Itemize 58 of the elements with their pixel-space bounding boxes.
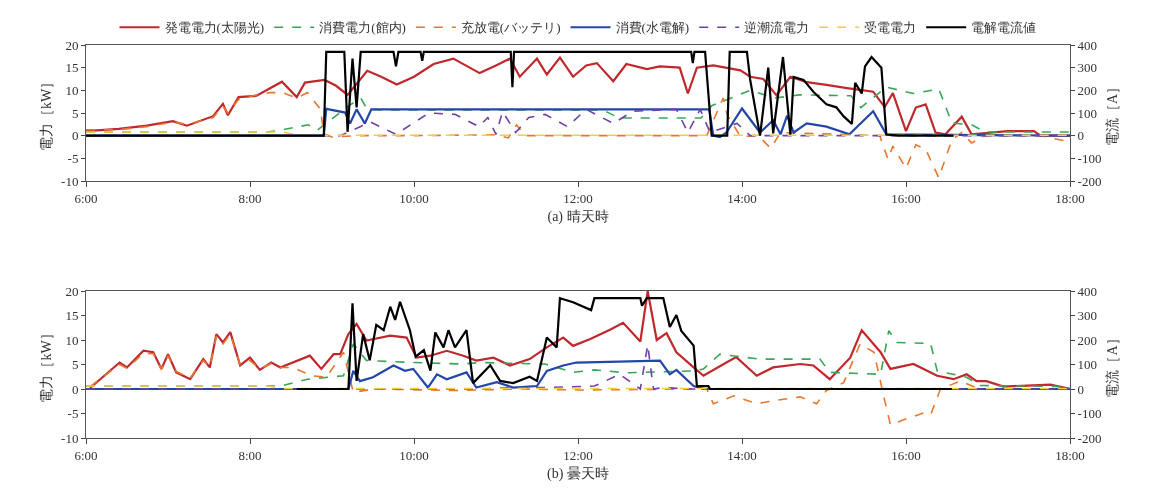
legend-label: 消費(水電解): [615, 20, 690, 36]
legend-label: 電解電流値: [971, 20, 1037, 36]
x-tick-label: 14:00: [727, 190, 757, 206]
x-tick-label: 10:00: [399, 190, 429, 206]
x-tick-label: 10:00: [399, 447, 429, 463]
x-tick-label: 16:00: [891, 190, 921, 206]
y2-tick-label: 100: [1077, 357, 1098, 373]
y2-tick-label: 300: [1077, 60, 1098, 76]
x-tick-label: 8:00: [238, 190, 262, 206]
y2-axis-title: 電流［A］: [1104, 79, 1120, 147]
y2-tick-label: -200: [1077, 430, 1102, 446]
y2-tick-label: -100: [1077, 406, 1102, 422]
y2-tick-label: 200: [1077, 332, 1098, 348]
legend-label: 受電電力: [864, 20, 917, 36]
y2-tick-label: 0: [1077, 128, 1085, 144]
x-axis-title: (b) 曇天時: [547, 465, 609, 482]
y-tick-label: 10: [65, 82, 79, 98]
y-tick-label: 0: [71, 128, 79, 144]
x-tick-label: 18:00: [1055, 447, 1085, 463]
x-tick-label: 6:00: [74, 447, 98, 463]
y-tick-label: 5: [71, 105, 79, 121]
y-tick-label: 15: [65, 308, 79, 324]
line-series: [295, 297, 954, 391]
x-tick-label: 16:00: [891, 447, 921, 463]
y-tick-label: 20: [65, 37, 79, 53]
y2-tick-label: 200: [1077, 82, 1098, 98]
x-tick-label: 12:00: [563, 190, 593, 206]
x-tick-label: 8:00: [238, 447, 262, 463]
y2-tick-label: 300: [1077, 308, 1098, 324]
y2-tick-label: 0: [1077, 381, 1085, 397]
y-tick-label: 20: [65, 283, 79, 299]
x-tick-label: 14:00: [727, 447, 757, 463]
y-tick-label: -5: [67, 150, 79, 166]
y-tick-label: 0: [71, 381, 79, 397]
y-tick-label: 5: [71, 357, 79, 373]
y-axis-title: 電力［kW］: [38, 326, 54, 403]
legend-label: 充放電(バッテリ): [460, 20, 561, 36]
legend-label: 消費電力(館内): [319, 20, 406, 36]
y-tick-label: 10: [65, 332, 79, 348]
legend-label: 発電電力(太陽光): [164, 20, 265, 36]
y2-tick-label: 400: [1077, 283, 1098, 299]
y2-tick-label: -100: [1077, 150, 1102, 166]
x-axis-title: (a) 晴天時: [547, 208, 609, 225]
y2-tick-label: -200: [1077, 173, 1102, 189]
y2-axis-title: 電流［A］: [1104, 331, 1120, 398]
y2-tick-label: 400: [1077, 37, 1098, 53]
legend-label: 逆潮流電力: [744, 20, 810, 36]
x-tick-label: 12:00: [563, 447, 593, 463]
x-tick-label: 18:00: [1055, 190, 1085, 206]
line-series: [89, 291, 1070, 391]
y-tick-label: -5: [67, 406, 79, 422]
y-tick-label: -10: [61, 430, 79, 446]
line-series: [86, 50, 955, 137]
y-tick-label: 15: [65, 60, 79, 76]
y2-tick-label: 100: [1077, 105, 1098, 121]
x-tick-label: 6:00: [74, 190, 98, 206]
y-tick-label: -10: [61, 173, 79, 189]
y-axis-title: 電力［kW］: [38, 74, 54, 152]
